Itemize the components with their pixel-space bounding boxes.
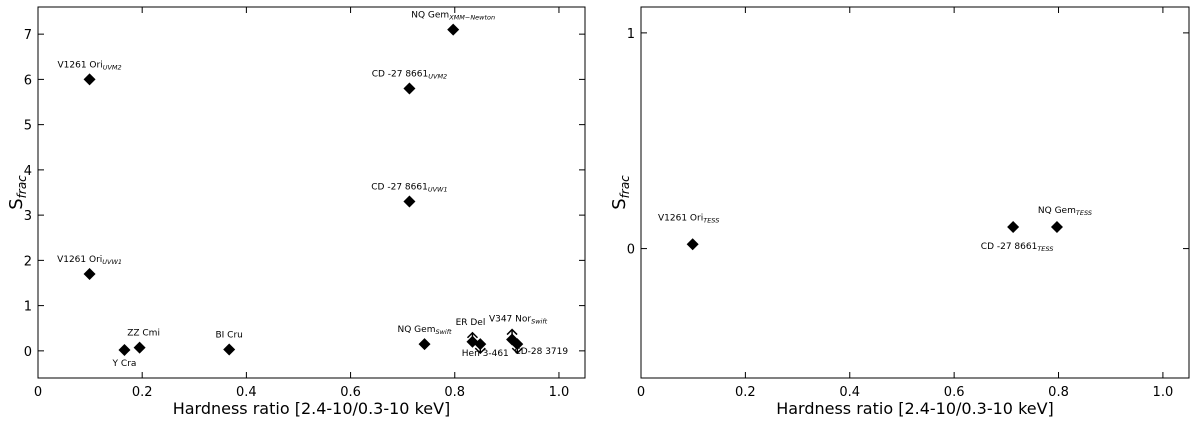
label-sub: UVW1 [428,186,448,194]
point [511,338,524,351]
x-axis-label: Hardness ratio [2.4-10/0.3-10 keV] [173,399,451,418]
label-sub: TESS [1037,245,1053,253]
point [1007,221,1020,234]
label-sub: UVM2 [428,72,447,80]
x-tick-label: 0 [637,385,645,400]
point-label: NQ GemXMM−Newton [411,11,495,22]
point-label: CD -27 8661TESS [981,242,1054,253]
point [1050,221,1063,234]
y-label-sub: frac [618,175,632,199]
point-label: V1261 OriTESS [658,213,719,224]
label-sub: TESS [703,216,719,224]
label-name: CD -27 8661 [981,242,1038,252]
point-label: Y Cra [112,359,137,369]
label-sub: Swift [435,328,452,336]
point [223,343,236,356]
point [447,23,460,36]
y-tick-label: 3 [24,209,32,224]
y-tick-label: 4 [24,164,32,179]
point [83,267,96,280]
y-label-main: S [609,198,630,209]
y-label-main: S [6,198,27,209]
label-name: CD-28 3719 [514,347,568,357]
point [418,338,431,351]
label-name: Y Cra [112,359,137,369]
label-name: V347 Nor [489,315,531,325]
point-label: ZZ Cmi [127,329,160,339]
x-tick-label: 0.8 [1048,385,1069,400]
x-tick-label: 1.0 [549,385,570,400]
x-tick-label: 0.6 [944,385,965,400]
point [118,343,131,356]
point-label: V1261 OriUVW1 [57,255,122,266]
label-name: NQ Gem [398,325,436,335]
arrow-head [466,331,479,339]
label-name: V1261 Ori [658,213,703,223]
label-name: ER Del [456,318,486,328]
panel: 0 0.2 0.4 0.6 0.8 1.0 0 1 2 3 4 5 6 7 Hardness ratio [… [6,6,586,418]
y-tick-label: 7 [24,28,32,43]
label-sub: XMM−Newton [448,14,495,22]
label-sub: UVW1 [102,258,122,266]
label-name: NQ Gem [1038,206,1076,216]
label-name: ZZ Cmi [127,329,160,339]
label-sub: TESS [1076,209,1092,217]
panel: 0 0.2 0.4 0.6 0.8 1.0 0 1 Hardness ratio [2.4-10… [609,6,1190,418]
point-label: CD -27 8661UVW1 [371,183,447,194]
y-axis-label: Sfrac [609,175,632,210]
y-tick-label: 6 [24,73,32,88]
point [403,195,416,208]
label-sub: UVM2 [103,63,122,71]
label-name: BI Cru [215,330,242,340]
point-label: V1261 OriUVM2 [57,60,121,71]
point-label: CD -27 8661UVM2 [372,69,448,80]
plot-frame [640,6,1190,379]
x-tick-label: 0.8 [444,385,465,400]
y-label-sub: frac [15,175,29,199]
y-tick-label: 1 [24,300,32,315]
y-tick-label: 5 [24,119,32,134]
point [403,82,416,95]
point-label: NQ GemSwift [398,325,453,336]
label-sub: Swift [531,318,548,326]
y-tick-label: 1 [627,27,635,42]
label-name: NQ Gem [411,11,449,21]
label-name: V1261 Ori [57,255,102,265]
point [133,341,146,354]
y-tick-label: 0 [24,345,32,360]
point [474,338,487,351]
x-tick-label: 0.4 [839,385,860,400]
label-name: CD -27 8661 [371,183,428,193]
x-tick-label: 0.4 [236,385,257,400]
arrow-head [506,328,518,336]
point-label: CD-28 3719 [514,347,568,357]
point-label: ER Del [456,318,486,328]
x-tick-label: 0.2 [132,385,153,400]
label-name: Hen 3-461 [462,349,509,359]
point-label: Hen 3-461 [462,349,509,359]
y-tick-label: 0 [627,243,635,258]
point-label: V347 NorSwift [489,315,548,326]
y-tick-label: 2 [24,254,32,269]
x-tick-label: 0.6 [340,385,361,400]
point-label: BI Cru [215,330,242,340]
x-tick-label: 1.0 [1153,385,1174,400]
x-tick-label: 0 [34,385,42,400]
arrow-head [474,347,486,355]
point [686,238,699,251]
plot-frame [37,6,586,379]
label-name: CD -27 8661 [372,69,429,79]
label-name: V1261 Ori [57,60,102,70]
y-axis-label: Sfrac [6,175,29,210]
x-tick-label: 0.2 [735,385,756,400]
point-label: NQ GemTESS [1038,206,1092,217]
arrow-head [511,347,523,355]
point [83,73,96,86]
x-axis-label: Hardness ratio [2.4-10/0.3-10 keV] [776,399,1054,418]
